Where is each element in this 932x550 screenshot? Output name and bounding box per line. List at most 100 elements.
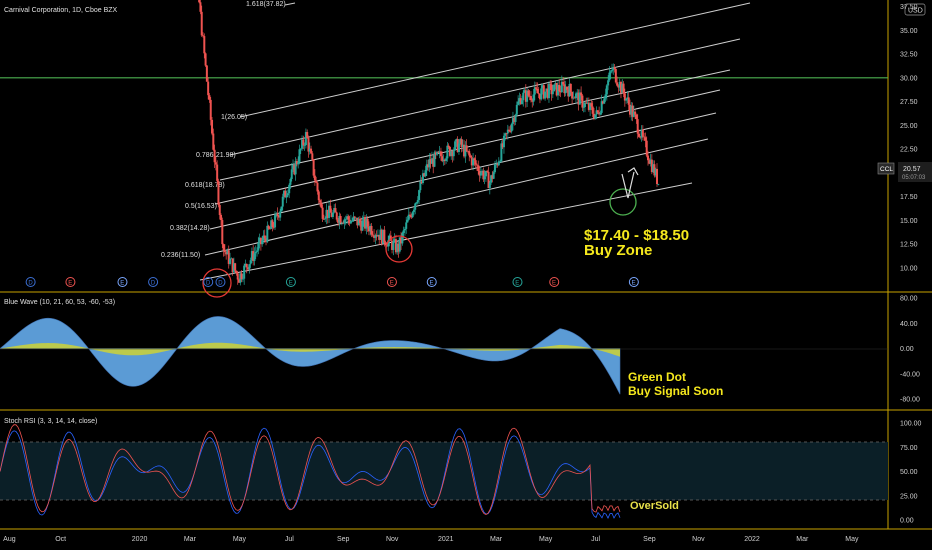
candle-body[interactable] <box>344 219 347 220</box>
candle-body[interactable] <box>576 92 579 94</box>
candle-body[interactable] <box>376 234 379 237</box>
candle-body[interactable] <box>556 84 559 96</box>
candle-body[interactable] <box>429 159 432 164</box>
candle-body[interactable] <box>338 215 341 223</box>
blue-wave-area[interactable] <box>0 316 621 395</box>
candle-body[interactable] <box>541 85 544 89</box>
candle-body[interactable] <box>419 181 422 191</box>
candle-body[interactable] <box>310 148 313 154</box>
channel-line[interactable] <box>284 2 296 6</box>
candle-body[interactable] <box>405 222 408 229</box>
candle-body[interactable] <box>202 35 205 37</box>
candle-body[interactable] <box>211 119 214 134</box>
candle-body[interactable] <box>367 226 370 232</box>
candle-body[interactable] <box>240 273 243 280</box>
candle-body[interactable] <box>361 220 364 231</box>
candle-body[interactable] <box>392 241 395 250</box>
candle-body[interactable] <box>487 171 490 189</box>
candle-body[interactable] <box>468 151 471 156</box>
candle-body[interactable] <box>544 91 547 99</box>
candle-body[interactable] <box>446 145 449 159</box>
candle-body[interactable] <box>598 112 601 115</box>
candle-body[interactable] <box>617 85 620 88</box>
candle-body[interactable] <box>616 82 619 86</box>
candle-body[interactable] <box>280 206 283 212</box>
candle-body[interactable] <box>654 168 657 176</box>
candle-body[interactable] <box>455 139 458 142</box>
candle-body[interactable] <box>292 164 295 170</box>
candle-body[interactable] <box>303 145 306 146</box>
candle-body[interactable] <box>646 155 649 161</box>
candle-body[interactable] <box>478 171 481 176</box>
candle-body[interactable] <box>523 90 526 93</box>
candle-body[interactable] <box>331 212 334 217</box>
candle-body[interactable] <box>513 117 516 122</box>
candle-body[interactable] <box>416 200 419 203</box>
candle-body[interactable] <box>276 213 279 217</box>
candle-body[interactable] <box>537 93 540 95</box>
candle-body[interactable] <box>325 209 328 219</box>
candle-body[interactable] <box>488 182 491 189</box>
candle-body[interactable] <box>320 202 323 208</box>
candle-body[interactable] <box>262 235 265 241</box>
candle-body[interactable] <box>568 83 571 97</box>
candle-body[interactable] <box>281 196 284 207</box>
candle-body[interactable] <box>535 87 538 89</box>
candle-body[interactable] <box>373 235 376 238</box>
candle-body[interactable] <box>451 150 454 157</box>
candle-body[interactable] <box>241 278 244 280</box>
candle-body[interactable] <box>447 145 450 147</box>
candle-body[interactable] <box>393 239 396 242</box>
candle-body[interactable] <box>238 279 241 283</box>
candle-body[interactable] <box>622 83 625 94</box>
candle-body[interactable] <box>554 82 557 85</box>
event-marker[interactable] <box>426 277 437 287</box>
candle-body[interactable] <box>531 100 534 102</box>
candle-body[interactable] <box>585 102 588 104</box>
candle-body[interactable] <box>648 160 651 164</box>
symbol-tag[interactable] <box>877 162 895 175</box>
candle-body[interactable] <box>293 164 296 175</box>
candle-body[interactable] <box>275 213 278 216</box>
candle-body[interactable] <box>204 53 207 66</box>
candle-body[interactable] <box>400 237 403 244</box>
candle-body[interactable] <box>437 151 440 153</box>
candle-body[interactable] <box>490 175 493 183</box>
candle-body[interactable] <box>231 258 234 273</box>
candle-body[interactable] <box>424 170 427 177</box>
candle-body[interactable] <box>243 265 246 279</box>
blue-wave-fill[interactable] <box>0 316 621 395</box>
price-tag[interactable] <box>898 162 932 182</box>
candle-body[interactable] <box>396 243 399 253</box>
candle-body[interactable] <box>420 181 423 184</box>
candle-body[interactable] <box>207 81 210 96</box>
candle-body[interactable] <box>591 106 594 114</box>
candle-body[interactable] <box>439 151 442 157</box>
candle-body[interactable] <box>406 219 409 223</box>
stoch-k-line[interactable] <box>0 427 621 519</box>
candle-body[interactable] <box>258 237 261 243</box>
candle-body[interactable] <box>643 136 646 138</box>
candle-body[interactable] <box>407 214 410 220</box>
candle-body[interactable] <box>496 164 499 166</box>
candle-body[interactable] <box>626 97 629 99</box>
candle-body[interactable] <box>418 190 421 201</box>
candle-body[interactable] <box>220 214 223 221</box>
candle-body[interactable] <box>529 96 532 101</box>
candle-body[interactable] <box>337 219 340 223</box>
candle-body[interactable] <box>322 218 325 220</box>
candle-body[interactable] <box>625 98 628 101</box>
candle-body[interactable] <box>253 253 256 262</box>
candle-body[interactable] <box>607 80 610 86</box>
candle-body[interactable] <box>356 217 359 226</box>
candle-body[interactable] <box>212 133 215 150</box>
candle-body[interactable] <box>428 159 431 168</box>
candle-body[interactable] <box>526 90 529 102</box>
candle-body[interactable] <box>540 88 543 100</box>
candle-body[interactable] <box>634 111 637 115</box>
candle-body[interactable] <box>477 165 480 172</box>
candle-body[interactable] <box>347 216 350 220</box>
candle-body[interactable] <box>436 151 439 155</box>
price-axis[interactable]: 37.5035.0032.5030.0027.5025.0022.5020.00… <box>900 4 922 525</box>
event-marker[interactable] <box>215 277 226 287</box>
